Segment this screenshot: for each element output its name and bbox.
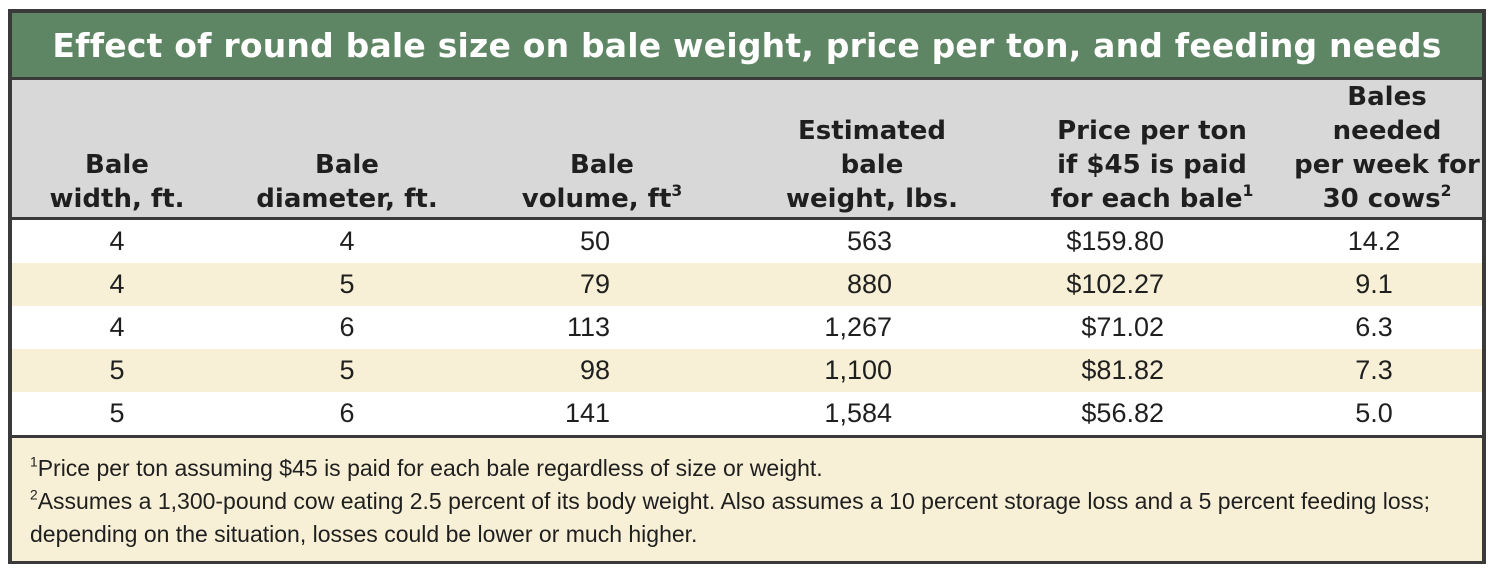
cell-bale-weight: 880 — [846, 269, 892, 299]
column-header-label: Bale diameter, ft. — [256, 150, 438, 214]
footnote-marker: 2 — [1440, 182, 1452, 201]
cell-bales-needed: 9.1 — [1355, 269, 1393, 299]
table-frame: Effect of round bale size on bale weight… — [8, 9, 1486, 564]
cell-price-per-ton: $102.27 — [1066, 269, 1164, 299]
footnote-2: 2Assumes a 1,300-pound cow eating 2.5 pe… — [30, 485, 1464, 551]
cell-bale-volume: 113 — [566, 312, 610, 342]
table-row: 4 5 79 880 $102.27 9.1 — [12, 263, 1482, 306]
cell-bale-diameter: 5 — [339, 269, 355, 299]
cell-bale-width: 5 — [109, 355, 125, 385]
cell-bale-volume: 98 — [579, 355, 610, 385]
table-row: 5 6 141 1,584 $56.82 5.0 — [12, 392, 1482, 435]
table-row: 4 6 113 1,267 $71.02 6.3 — [12, 306, 1482, 349]
cell-bale-volume: 79 — [579, 269, 610, 299]
cell-bale-diameter: 6 — [339, 398, 355, 428]
superscript: 3 — [671, 182, 683, 201]
footnote-text: Assumes a 1,300-pound cow eating 2.5 per… — [30, 488, 1431, 547]
column-header-label: Bales needed per week for 30 cows — [1294, 82, 1480, 214]
cell-price-per-ton: $56.82 — [1081, 398, 1164, 428]
cell-bale-width: 5 — [109, 398, 125, 428]
table-row: 4 4 50 563 $159.80 14.2 — [12, 220, 1482, 263]
footnote-text: Price per ton assuming $45 is paid for e… — [37, 455, 823, 481]
table-row: 5 5 98 1,100 $81.82 7.3 — [12, 349, 1482, 392]
cell-bales-needed: 6.3 — [1355, 312, 1393, 342]
cell-bale-weight: 1,267 — [824, 312, 892, 342]
column-header-label: Bale width, ft. — [49, 150, 185, 214]
cell-bale-width: 4 — [109, 312, 125, 342]
table-title: Effect of round bale size on bale weight… — [12, 13, 1482, 80]
footnote-marker: 1 — [30, 454, 38, 470]
footnote-marker: 2 — [30, 487, 38, 503]
cell-bales-needed: 7.3 — [1355, 355, 1393, 385]
table-header: Bale width, ft. Bale diameter, ft. Bale … — [12, 80, 1482, 220]
column-header-price-per-ton: Price per ton if $45 is paid for each ba… — [1012, 114, 1292, 216]
cell-bale-weight: 1,100 — [824, 355, 892, 385]
column-header-bale-volume: Bale volume, ft3 — [472, 148, 732, 216]
footnotes: 1Price per ton assuming $45 is paid for … — [12, 438, 1482, 561]
column-header-label: Price per ton if $45 is paid for each ba… — [1050, 116, 1247, 214]
cell-bale-diameter: 5 — [339, 355, 355, 385]
cell-bale-weight: 563 — [846, 226, 892, 256]
column-header-bale-diameter: Bale diameter, ft. — [222, 148, 472, 216]
cell-bale-volume: 50 — [579, 226, 610, 256]
cell-bales-needed: 14.2 — [1347, 226, 1401, 256]
column-header-label: Estimated bale weight, lbs. — [786, 116, 958, 214]
cell-bale-diameter: 4 — [339, 226, 355, 256]
cell-bale-diameter: 6 — [339, 312, 355, 342]
cell-price-per-ton: $81.82 — [1081, 355, 1164, 385]
cell-price-per-ton: $71.02 — [1081, 312, 1164, 342]
column-header-bale-weight: Estimated bale weight, lbs. — [732, 114, 1012, 216]
cell-bale-weight: 1,584 — [824, 398, 892, 428]
cell-bales-needed: 5.0 — [1355, 398, 1393, 428]
column-header-bale-width: Bale width, ft. — [12, 148, 222, 216]
cell-bale-width: 4 — [109, 226, 125, 256]
column-header-label: Bale volume, ft — [521, 150, 672, 214]
cell-bale-width: 4 — [109, 269, 125, 299]
footnote-marker: 1 — [1242, 182, 1254, 201]
column-header-bales-needed: Bales needed per week for 30 cows2 — [1292, 80, 1482, 216]
footnote-1: 1Price per ton assuming $45 is paid for … — [30, 452, 1464, 485]
cell-bale-volume: 141 — [564, 398, 610, 428]
table-body: 4 4 50 563 $159.80 14.2 4 5 79 880 $102.… — [12, 220, 1482, 438]
cell-price-per-ton: $159.80 — [1066, 226, 1164, 256]
